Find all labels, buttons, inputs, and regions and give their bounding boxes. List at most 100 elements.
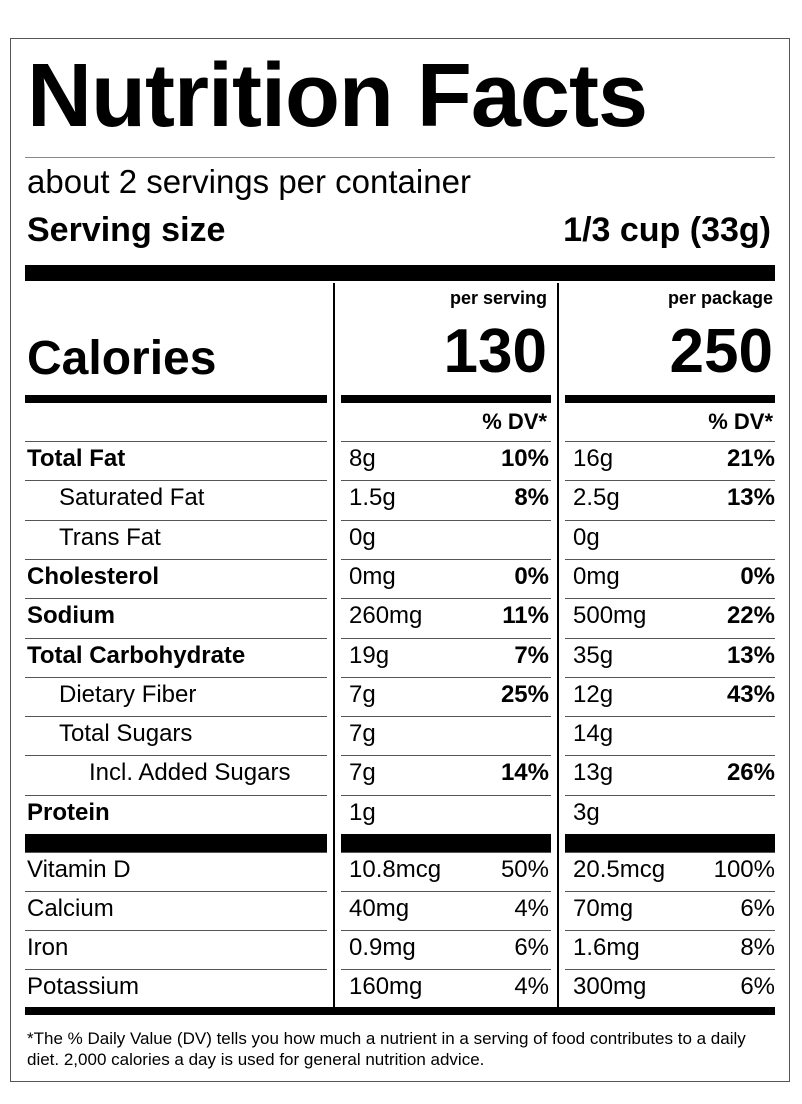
per-serving-header: per serving — [449, 288, 547, 308]
nutrient-row: Incl. Added Sugars 7g 14% 13g 26% — [11, 755, 791, 794]
serving-amount: 260mg — [349, 602, 423, 630]
serving-dv: 4% — [514, 895, 549, 922]
row-divider — [565, 598, 775, 600]
serving-dv: 6% — [514, 934, 549, 961]
row-divider — [565, 716, 775, 718]
package-amount: 16g — [573, 445, 614, 472]
nutrient-row: Cholesterol 0mg 0% 0mg 0% — [11, 558, 791, 598]
vitamin-row: Calcium 40mg 4% 70mg 6% — [11, 891, 791, 930]
row-divider — [341, 676, 551, 678]
nutrient-name: Cholesterol — [27, 562, 160, 590]
serving-amount: 10.8mcg — [349, 856, 442, 883]
row-divider — [25, 519, 327, 521]
package-amount: 300mg — [573, 973, 647, 1000]
serving-dv: 25% — [500, 680, 549, 708]
vitamins-bar-label — [25, 834, 327, 852]
nutrient-name: Total Sugars — [59, 720, 193, 748]
package-amount: 1.6mg — [573, 934, 640, 961]
nutrient-name: Iron — [27, 934, 69, 961]
package-amount: 70mg — [573, 895, 634, 922]
row-divider — [565, 794, 775, 796]
nutrient-row: Total Sugars 7g 14g — [11, 716, 791, 755]
vitamins-bar-serving — [341, 834, 551, 852]
serving-dv: 10% — [500, 445, 549, 472]
thick-divider-bottom — [25, 1007, 775, 1015]
serving-dv: 8% — [514, 484, 549, 512]
nutrient-name: Saturated Fat — [59, 484, 205, 512]
package-amount: 14g — [573, 720, 614, 748]
row-divider — [25, 794, 327, 796]
dv-header-serving: % DV* — [482, 409, 547, 434]
serving-amount: 40mg — [349, 895, 410, 922]
serving-amount: 1g — [349, 798, 376, 826]
serving-amount: 8g — [349, 445, 376, 472]
row-divider — [565, 480, 775, 482]
row-divider — [565, 891, 775, 892]
nutrient-row: Dietary Fiber 7g 25% 12g 43% — [11, 676, 791, 716]
nutrient-name: Sodium — [27, 602, 115, 630]
package-amount: 20.5mcg — [573, 856, 666, 883]
nutrient-name: Trans Fat — [59, 523, 161, 551]
row-divider — [25, 969, 327, 970]
row-divider — [25, 852, 327, 853]
package-dv: 43% — [726, 680, 775, 708]
serving-size-value: 1/3 cup (33g) — [563, 211, 771, 249]
serving-amount: 0g — [349, 523, 376, 551]
vitamin-row: Potassium 160mg 4% 300mg 6% — [11, 969, 791, 1008]
row-divider — [565, 755, 775, 757]
nutrition-facts-label: Nutrition Facts about 2 servings per con… — [10, 38, 790, 1082]
serving-dv: 7% — [514, 641, 549, 669]
nutrient-name: Total Fat — [27, 445, 126, 472]
package-amount: 12g — [573, 680, 614, 708]
package-amount: 13g — [573, 759, 614, 787]
serving-amount: 160mg — [349, 973, 423, 1000]
row-divider — [565, 930, 775, 931]
row-divider — [25, 480, 327, 482]
nutrient-name: Total Carbohydrate — [27, 641, 246, 669]
vitamin-row: Vitamin D 10.8mcg 50% 20.5mcg 100% — [11, 852, 791, 891]
package-dv: 21% — [726, 445, 775, 472]
dv-header-package: % DV* — [708, 409, 773, 434]
row-divider — [341, 519, 551, 521]
nutrient-row: Total Fat 8g 10% 16g 21% — [11, 441, 791, 480]
footnote: *The % Daily Value (DV) tells you how mu… — [27, 1029, 746, 1069]
row-divider — [25, 441, 327, 442]
row-divider — [341, 852, 551, 853]
serving-amount: 19g — [349, 641, 390, 669]
row-divider — [341, 969, 551, 970]
row-divider — [565, 441, 775, 442]
serving-size-label: Serving size — [27, 211, 226, 249]
row-divider — [25, 930, 327, 931]
label-title: Nutrition Facts — [27, 46, 648, 146]
row-divider — [341, 755, 551, 757]
package-amount: 35g — [573, 641, 614, 669]
vitamins-bar-package — [565, 834, 775, 852]
vitamin-row: Iron 0.9mg 6% 1.6mg 8% — [11, 930, 791, 969]
row-divider — [341, 930, 551, 931]
servings-per-container: about 2 servings per container — [27, 163, 471, 200]
package-dv: 100% — [713, 856, 775, 883]
package-dv: 13% — [726, 641, 775, 669]
column-separator-right — [557, 283, 559, 1008]
row-divider — [25, 891, 327, 892]
row-divider — [25, 598, 327, 600]
package-dv: 22% — [726, 602, 775, 630]
row-divider — [25, 716, 327, 718]
serving-amount: 7g — [349, 680, 376, 708]
serving-dv: 4% — [514, 973, 549, 1000]
row-divider — [25, 676, 327, 678]
calories-bar-serving — [341, 395, 551, 403]
row-divider — [341, 480, 551, 482]
serving-dv: 11% — [502, 602, 549, 630]
calories-label: Calories — [27, 332, 217, 385]
package-dv: 8% — [740, 934, 775, 961]
row-divider — [25, 637, 327, 639]
serving-amount: 1.5g — [349, 484, 396, 512]
nutrient-name: Incl. Added Sugars — [89, 759, 291, 787]
nutrient-row: Sodium 260mg 11% 500mg 22% — [11, 598, 791, 637]
row-divider — [565, 852, 775, 853]
row-divider — [341, 441, 551, 442]
package-dv: 0% — [740, 562, 775, 590]
serving-dv: 0% — [514, 562, 549, 590]
nutrient-row: Saturated Fat 1.5g 8% 2.5g 13% — [11, 480, 791, 519]
